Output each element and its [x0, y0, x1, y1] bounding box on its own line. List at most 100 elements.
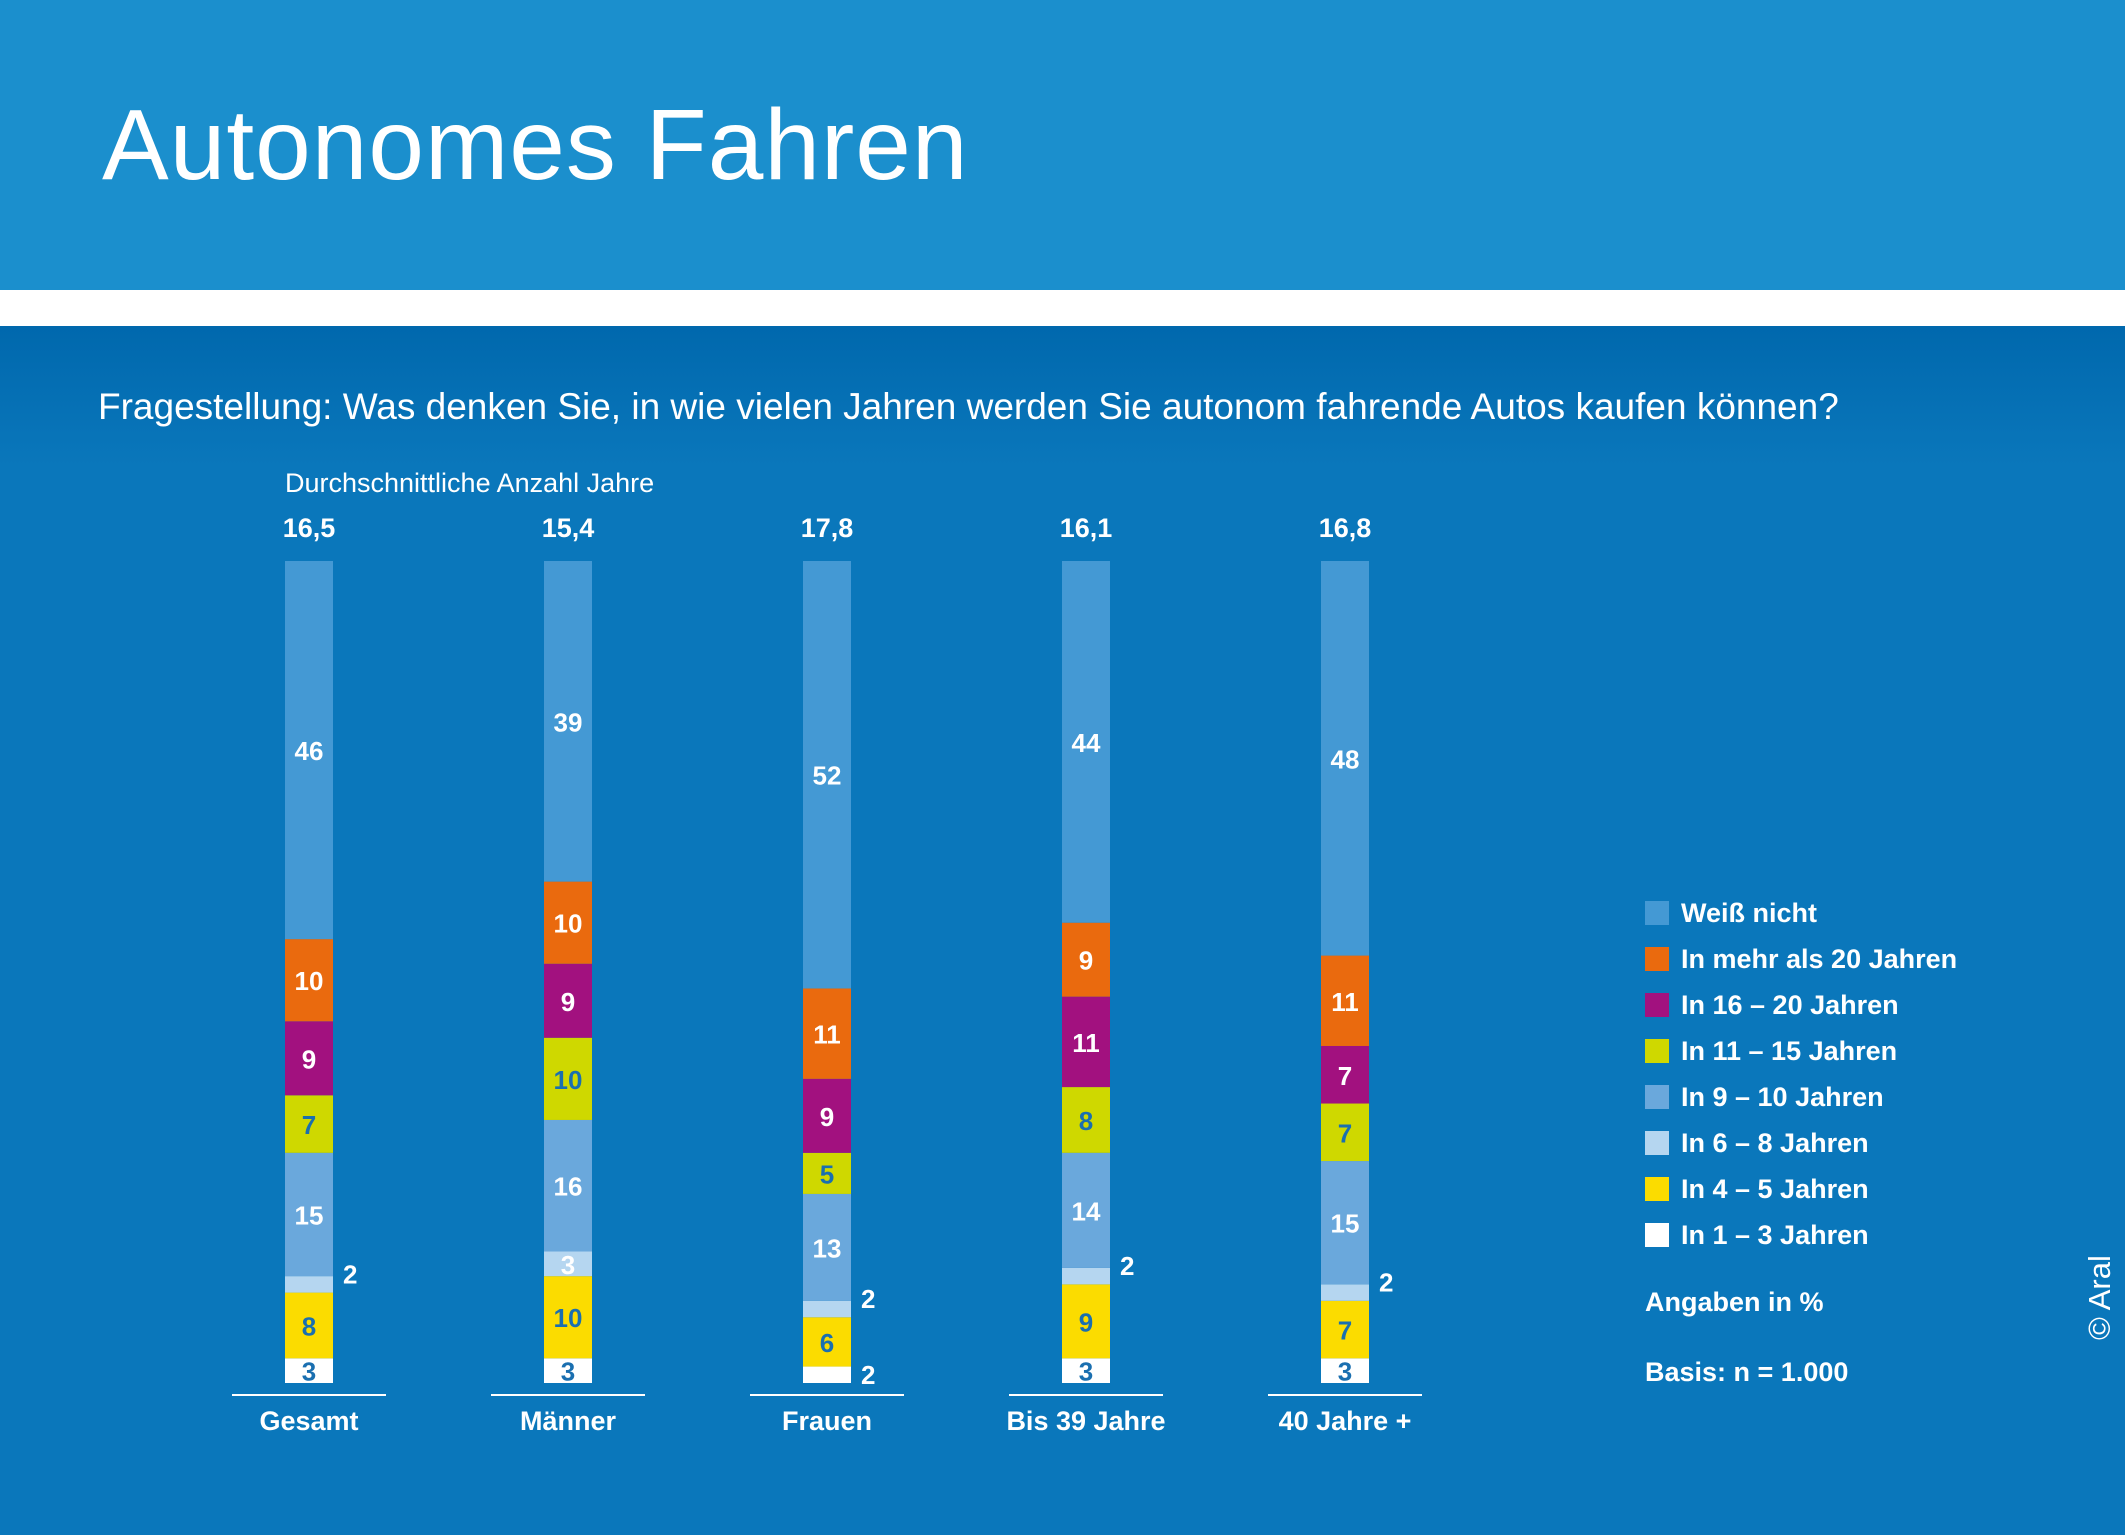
unit-note: Angaben in % [1645, 1287, 1824, 1317]
bar-segment [1321, 561, 1369, 956]
data-label: 2 [861, 1284, 875, 1314]
legend-swatch [1645, 1177, 1669, 1201]
average-value: 16,8 [1319, 513, 1372, 543]
data-label: 2 [1120, 1251, 1134, 1281]
chart-legend: Weiß nicht In mehr als 20 Jahren In 16 – 2… [1645, 890, 1957, 1258]
data-label: 13 [813, 1233, 842, 1263]
data-label: 15 [295, 1200, 324, 1230]
average-value: 16,1 [1060, 513, 1113, 543]
bar-segment [1062, 1087, 1110, 1153]
legend-label: In 6 – 8 Jahren [1681, 1127, 1869, 1158]
data-label: 10 [554, 1303, 583, 1333]
legend-swatch [1645, 901, 1669, 925]
bar-segment [1062, 996, 1110, 1088]
data-label: 3 [302, 1357, 316, 1387]
legend-item: In 11 – 15 Jahren [1645, 1028, 1957, 1074]
bar-segment [544, 881, 592, 964]
data-label: 11 [1072, 1028, 1100, 1058]
bar-segment [1321, 1358, 1369, 1383]
bar-segment [544, 1276, 592, 1359]
bar-segment [803, 1366, 851, 1383]
bar-segment [544, 1037, 592, 1120]
bar-segment [285, 1358, 333, 1383]
copyright-label: © Aral [2082, 1255, 2117, 1340]
legend-item: In 6 – 8 Jahren [1645, 1120, 1957, 1166]
bar-segment [803, 1193, 851, 1301]
legend-swatch [1645, 947, 1669, 971]
bar-segment [1062, 1267, 1110, 1285]
legend-item: Weiß nicht [1645, 890, 1957, 936]
data-label: 7 [1338, 1118, 1352, 1148]
data-label: 14 [1072, 1196, 1101, 1226]
legend-label: In mehr als 20 Jahren [1681, 943, 1958, 974]
data-label: 7 [1338, 1316, 1352, 1346]
average-value: 17,8 [801, 513, 854, 543]
bar-segment [285, 1292, 333, 1359]
data-label: 52 [813, 761, 842, 791]
question-text: Fragestellung: Was denken Sie, in wie vi… [98, 386, 1839, 427]
legend-item: In 16 – 20 Jahren [1645, 982, 1957, 1028]
bar-segment [544, 1119, 592, 1252]
bar-segment [285, 939, 333, 1022]
data-label: 3 [1079, 1357, 1093, 1387]
data-label: 9 [1079, 1307, 1093, 1337]
bar-segment [1062, 1358, 1110, 1383]
bar-segment [285, 1021, 333, 1096]
legend-label: In 1 – 3 Jahren [1681, 1219, 1869, 1250]
average-value: 16,5 [283, 513, 336, 543]
category-label: Bis 39 Jahre [1006, 1406, 1165, 1436]
data-label: 6 [820, 1328, 834, 1358]
legend-swatch [1645, 1223, 1669, 1247]
legend-label: In 4 – 5 Jahren [1681, 1173, 1869, 1204]
data-label: 3 [1338, 1357, 1352, 1387]
legend-swatch [1645, 1131, 1669, 1155]
bar-segment [285, 1276, 333, 1293]
bar-segment [803, 1078, 851, 1153]
bar-segment [1321, 1161, 1369, 1285]
bar-segment [803, 1300, 851, 1318]
data-label: 2 [1379, 1268, 1393, 1298]
data-label: 7 [302, 1110, 316, 1140]
bar-segment [803, 1152, 851, 1194]
data-label: 10 [295, 966, 324, 996]
category-label: 40 Jahre + [1279, 1406, 1412, 1436]
data-label: 11 [813, 1020, 841, 1050]
legend-swatch [1645, 1039, 1669, 1063]
legend-item: In mehr als 20 Jahren [1645, 936, 1957, 982]
data-label: 9 [561, 987, 575, 1017]
category-label: Gesamt [259, 1406, 358, 1436]
data-label: 44 [1072, 728, 1101, 758]
data-label: 9 [302, 1044, 316, 1074]
bar-segment [803, 988, 851, 1079]
data-label: 46 [295, 736, 324, 766]
legend-label: In 11 – 15 Jahren [1681, 1035, 1898, 1066]
data-label: 16 [554, 1172, 583, 1202]
data-label: 48 [1331, 744, 1360, 774]
bar-segment [285, 561, 333, 940]
data-label: 2 [343, 1259, 357, 1289]
data-label: 9 [1079, 946, 1093, 976]
bar-segment [1321, 1103, 1369, 1162]
average-caption: Durchschnittliche Anzahl Jahre [285, 468, 655, 498]
legend-item: In 1 – 3 Jahren [1645, 1212, 1957, 1258]
data-label: 10 [554, 1065, 583, 1095]
data-label: 7 [1338, 1061, 1352, 1091]
data-label: 8 [1079, 1106, 1093, 1136]
bar-segment [544, 963, 592, 1038]
legend-item: In 4 – 5 Jahren [1645, 1166, 1957, 1212]
legend-item: In 9 – 10 Jahren [1645, 1074, 1957, 1120]
category-label: Männer [520, 1406, 617, 1436]
bar-segment [1062, 1284, 1110, 1359]
data-label: 3 [561, 1357, 575, 1387]
bar-segment [544, 561, 592, 882]
category-label: Frauen [782, 1406, 872, 1436]
bar-segment [1321, 1045, 1369, 1104]
bar-segment [285, 1152, 333, 1277]
data-label: 2 [861, 1360, 875, 1390]
bar-segment [1321, 1284, 1369, 1301]
header-banner: Autonomes Fahren [0, 0, 2125, 290]
bar-segment [285, 1095, 333, 1153]
page-title: Autonomes Fahren [102, 89, 969, 201]
bar-segment [1062, 561, 1110, 923]
